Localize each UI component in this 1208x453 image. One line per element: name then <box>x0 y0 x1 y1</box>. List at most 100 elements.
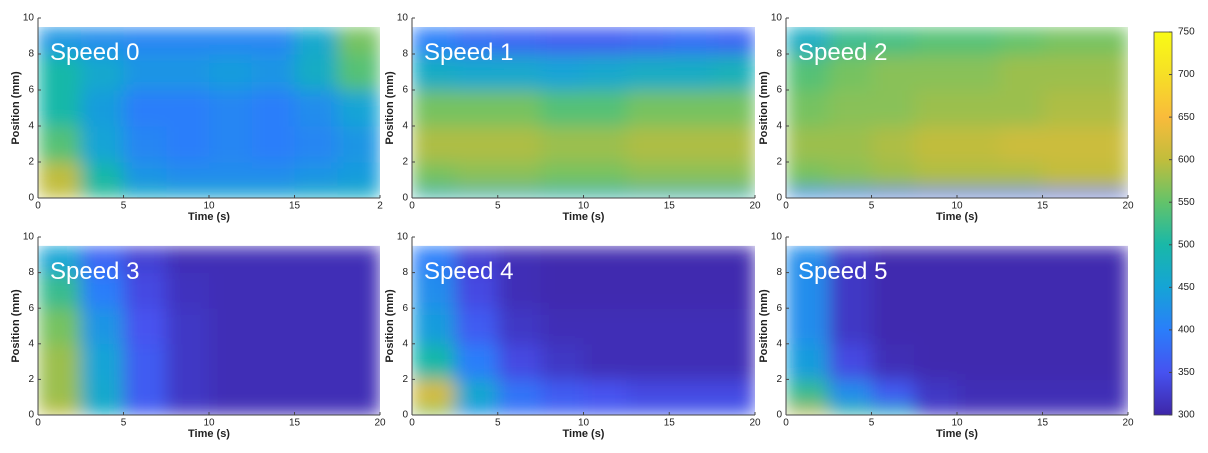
heat-cell <box>786 126 830 163</box>
heat-cell <box>583 126 627 163</box>
heat-cell <box>209 189 253 198</box>
heat-cell <box>914 343 958 380</box>
heat-cell <box>38 406 82 415</box>
heat-cell <box>497 272 542 309</box>
y-tick-label: 2 <box>28 157 34 168</box>
heat-cell <box>209 54 253 91</box>
heat-cell <box>251 126 295 163</box>
heat-cell <box>1042 379 1086 407</box>
heat-cell <box>786 54 830 91</box>
heat-cell <box>454 27 499 55</box>
heat-cell <box>1085 54 1128 91</box>
heat-cell <box>1042 406 1086 415</box>
heat-cell <box>80 406 124 415</box>
colorbar-tick-label: 650 <box>1178 112 1195 123</box>
heat-cell <box>626 54 670 91</box>
y-tick-label: 4 <box>28 121 34 132</box>
heat-cell <box>1042 27 1086 55</box>
y-tick-label: 8 <box>776 267 782 278</box>
heat-cell <box>166 379 210 407</box>
x-tick-label: 20 <box>1122 201 1134 212</box>
y-axis-label: Position (mm) <box>758 289 770 363</box>
heatmap-area <box>786 245 1128 415</box>
heat-cell <box>871 308 915 345</box>
heat-cell <box>712 343 755 380</box>
heat-cell <box>1042 90 1086 127</box>
heat-cell <box>294 126 338 163</box>
y-tick-label: 6 <box>28 303 34 314</box>
heat-cell <box>38 343 82 380</box>
heat-cell <box>828 27 872 55</box>
colorbar <box>1153 31 1173 416</box>
heat-cell <box>337 189 380 198</box>
x-tick-label: 0 <box>409 418 415 429</box>
heat-cell <box>454 379 499 407</box>
heat-cell <box>540 54 584 91</box>
heat-cell <box>871 126 915 163</box>
heat-cell <box>626 245 670 274</box>
heat-cell <box>1042 162 1086 190</box>
heat-cell <box>80 54 124 91</box>
heat-cell <box>412 27 456 55</box>
heat-cell <box>454 90 499 127</box>
y-tick-label: 4 <box>28 338 34 349</box>
heat-cell <box>251 343 295 380</box>
heat-cell <box>999 189 1043 198</box>
heat-cell <box>828 189 872 198</box>
heat-cell <box>251 162 295 190</box>
heat-cell <box>294 343 338 380</box>
heat-cell <box>294 406 338 415</box>
heat-cell <box>497 27 542 55</box>
heat-cell <box>209 308 253 345</box>
y-tick-label: 8 <box>28 49 34 60</box>
heat-cell <box>914 162 958 190</box>
y-axis-label: Position (mm) <box>10 71 22 145</box>
y-tick-label: 8 <box>402 49 408 60</box>
x-tick-label: 20 <box>749 418 761 429</box>
heat-cell <box>1085 162 1128 190</box>
heat-cell <box>497 406 542 415</box>
heat-cell <box>669 245 713 274</box>
heat-cell <box>540 27 584 55</box>
heat-cell <box>828 379 872 407</box>
heat-cell <box>712 27 755 55</box>
x-tick-label: 5 <box>121 418 127 429</box>
heat-cell <box>251 308 295 345</box>
x-axis-label: Time (s) <box>188 428 230 440</box>
panel-annotation: Speed 1 <box>424 39 513 66</box>
heat-cell <box>669 126 713 163</box>
y-axis-label: Position (mm) <box>384 71 396 145</box>
y-tick-label: 6 <box>402 85 408 96</box>
x-axis-label: Time (s) <box>936 211 978 223</box>
heat-cell <box>80 90 124 127</box>
heat-cell <box>786 27 830 55</box>
heat-cell <box>454 126 499 163</box>
colorbar-tick-label: 700 <box>1178 69 1195 80</box>
heat-cell <box>294 90 338 127</box>
heatmap-area <box>412 27 755 198</box>
y-tick-label: 4 <box>776 121 782 132</box>
heat-cell <box>166 343 210 380</box>
y-tick-label: 2 <box>776 157 782 168</box>
heat-cell <box>871 90 915 127</box>
heat-cell <box>251 189 295 198</box>
heatmap-area <box>412 245 755 415</box>
heat-cell <box>540 245 584 274</box>
heat-cell <box>80 126 124 163</box>
heat-cell <box>583 272 627 309</box>
heat-cell <box>828 308 872 345</box>
y-tick-label: 0 <box>776 193 782 204</box>
heat-cell <box>871 379 915 407</box>
y-tick-label: 4 <box>402 338 408 349</box>
heat-cell <box>497 90 542 127</box>
heat-cell <box>80 308 124 345</box>
colorbar-tick-label: 400 <box>1178 325 1195 336</box>
heat-cell <box>828 90 872 127</box>
heat-cell <box>412 162 456 190</box>
heat-cell <box>497 126 542 163</box>
heat-cell <box>412 343 456 380</box>
heat-cell <box>871 54 915 91</box>
heat-cell <box>294 272 338 309</box>
heat-cell <box>209 272 253 309</box>
heat-cell <box>38 27 82 55</box>
